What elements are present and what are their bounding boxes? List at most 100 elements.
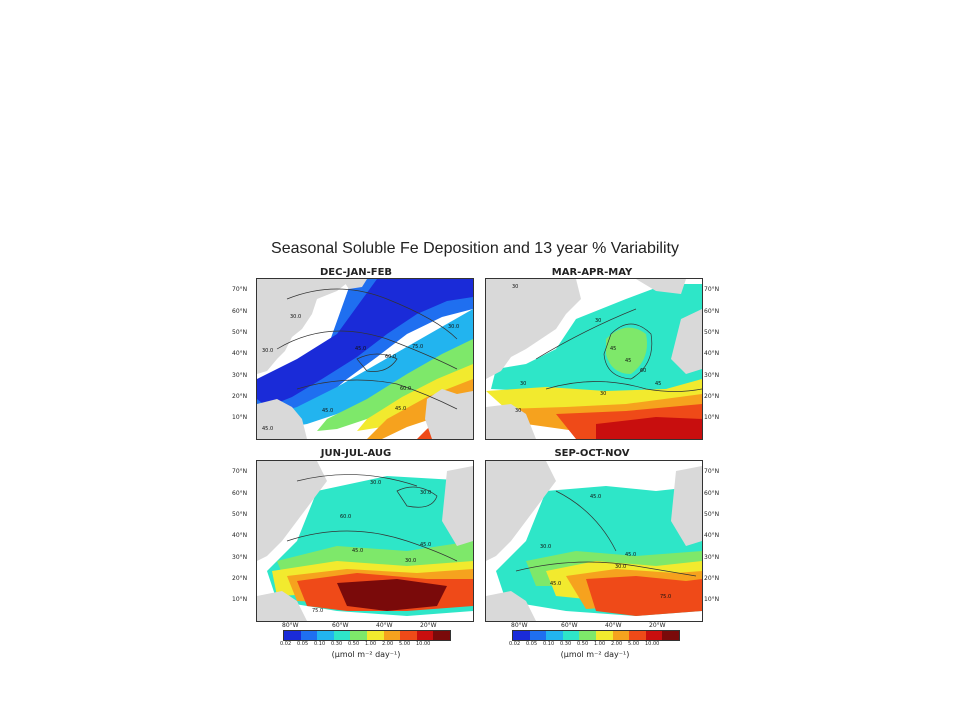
lon-labels-left: 80°W 60°W 40°W 20°W [256,622,472,632]
lon-label: 60°W [332,622,349,629]
colorbar-tick: 0.05 [526,641,538,647]
lat-label: 60°N [232,308,248,315]
lat-label: 40°N [704,532,720,539]
colorbar-tick: 5.00 [628,641,640,647]
colorbar-tick: 10.00 [645,641,660,647]
lat-labels-top-right: 70°N 60°N 50°N 40°N 30°N 20°N 10°N [704,282,730,442]
colorbar-segment [595,631,613,640]
panel-title-mam: MAR-APR-MAY [551,267,633,278]
colorbar-tick: 0.30 [331,641,343,647]
panel-title-son: SEP-OCT-NOV [554,448,630,459]
colorbar-segment [629,631,646,640]
map-panel-son [485,460,703,622]
lat-label: 50°N [232,329,248,336]
lat-label: 20°N [232,575,248,582]
map-son-svg [486,461,702,621]
colorbar-tick: 0.05 [297,641,309,647]
colorbar-right [512,630,680,641]
lat-label: 60°N [704,308,720,315]
lat-label: 70°N [704,468,720,475]
colorbar-segment [284,631,301,640]
colorbar-segment [546,631,563,640]
lon-label: 60°W [561,622,578,629]
lon-label: 20°W [420,622,437,629]
lat-label: 40°N [232,532,248,539]
colorbar-units-left: (μmol m⁻² day⁻¹) [331,650,401,659]
colorbar-tick: 2.00 [611,641,623,647]
map-panel-djf [256,278,474,440]
colorbar-tick: 0.50 [348,641,360,647]
colorbar-tick: 0.10 [543,641,555,647]
lat-label: 70°N [232,468,248,475]
colorbar-segment [579,631,596,640]
lat-labels-bottom-left: 70°N 60°N 50°N 40°N 30°N 20°N 10°N [232,464,258,624]
colorbar-segment [612,631,630,640]
lat-label: 30°N [232,372,248,379]
colorbar-tick: 0.02 [280,641,292,647]
lat-label: 40°N [232,350,248,357]
colorbar-segment [383,631,401,640]
lat-label: 20°N [704,575,720,582]
panel-title-jja: JUN-JUL-AUG [320,448,392,459]
colorbar-segment [317,631,334,640]
lat-label: 40°N [704,350,720,357]
colorbar-segment [513,631,530,640]
colorbar-tick: 0.50 [577,641,589,647]
colorbar-tick: 0.02 [509,641,521,647]
lat-label: 10°N [704,596,720,603]
colorbar-tick: 1.00 [365,641,377,647]
colorbar-segment [300,631,318,640]
colorbar-segment [400,631,417,640]
lat-label: 50°N [704,511,720,518]
colorbar-tick: 5.00 [399,641,411,647]
lon-labels-right: 80°W 60°W 40°W 20°W [485,622,701,632]
lon-label: 80°W [282,622,299,629]
colorbar-segment [662,631,679,640]
lat-label: 30°N [232,554,248,561]
colorbar-segment [645,631,663,640]
lat-labels-bottom-right: 70°N 60°N 50°N 40°N 30°N 20°N 10°N [704,464,730,624]
colorbar-segment [350,631,367,640]
lat-label: 10°N [232,596,248,603]
panel-title-djf: DEC-JAN-FEB [319,267,393,278]
lat-label: 50°N [704,329,720,336]
lon-label: 40°W [605,622,622,629]
lat-label: 70°N [232,286,248,293]
lat-label: 10°N [232,414,248,421]
colorbar-ticks-right: 0.02 0.05 0.10 0.30 0.50 1.00 2.00 5.00 … [509,641,689,649]
colorbar-tick: 1.00 [594,641,606,647]
colorbar-segment [333,631,351,640]
lon-label: 40°W [376,622,393,629]
lat-label: 30°N [704,554,720,561]
lat-label: 20°N [232,393,248,400]
colorbar-tick: 0.10 [314,641,326,647]
colorbar-segment [529,631,547,640]
colorbar-ticks-left: 0.02 0.05 0.10 0.30 0.50 1.00 2.00 5.00 … [280,641,460,649]
figure-title: Seasonal Soluble Fe Deposition and 13 ye… [271,240,679,257]
colorbar-tick: 0.30 [560,641,572,647]
map-djf-svg [257,279,473,439]
lat-label: 60°N [232,490,248,497]
map-mam-svg [486,279,702,439]
lat-label: 10°N [704,414,720,421]
map-panel-jja [256,460,474,622]
map-panel-mam [485,278,703,440]
lat-label: 30°N [704,372,720,379]
colorbar-segment [366,631,384,640]
colorbar-tick: 10.00 [416,641,431,647]
lat-label: 20°N [704,393,720,400]
lat-label: 60°N [704,490,720,497]
lon-label: 80°W [511,622,528,629]
colorbar-left [283,630,451,641]
colorbar-segment [416,631,434,640]
lat-label: 50°N [232,511,248,518]
colorbar-tick: 2.00 [382,641,394,647]
colorbar-segment [562,631,580,640]
colorbar-segment [433,631,450,640]
map-jja-svg [257,461,473,621]
colorbar-units-right: (μmol m⁻² day⁻¹) [560,650,630,659]
lat-labels-top-left: 70°N 60°N 50°N 40°N 30°N 20°N 10°N [232,282,258,442]
lat-label: 70°N [704,286,720,293]
lon-label: 20°W [649,622,666,629]
